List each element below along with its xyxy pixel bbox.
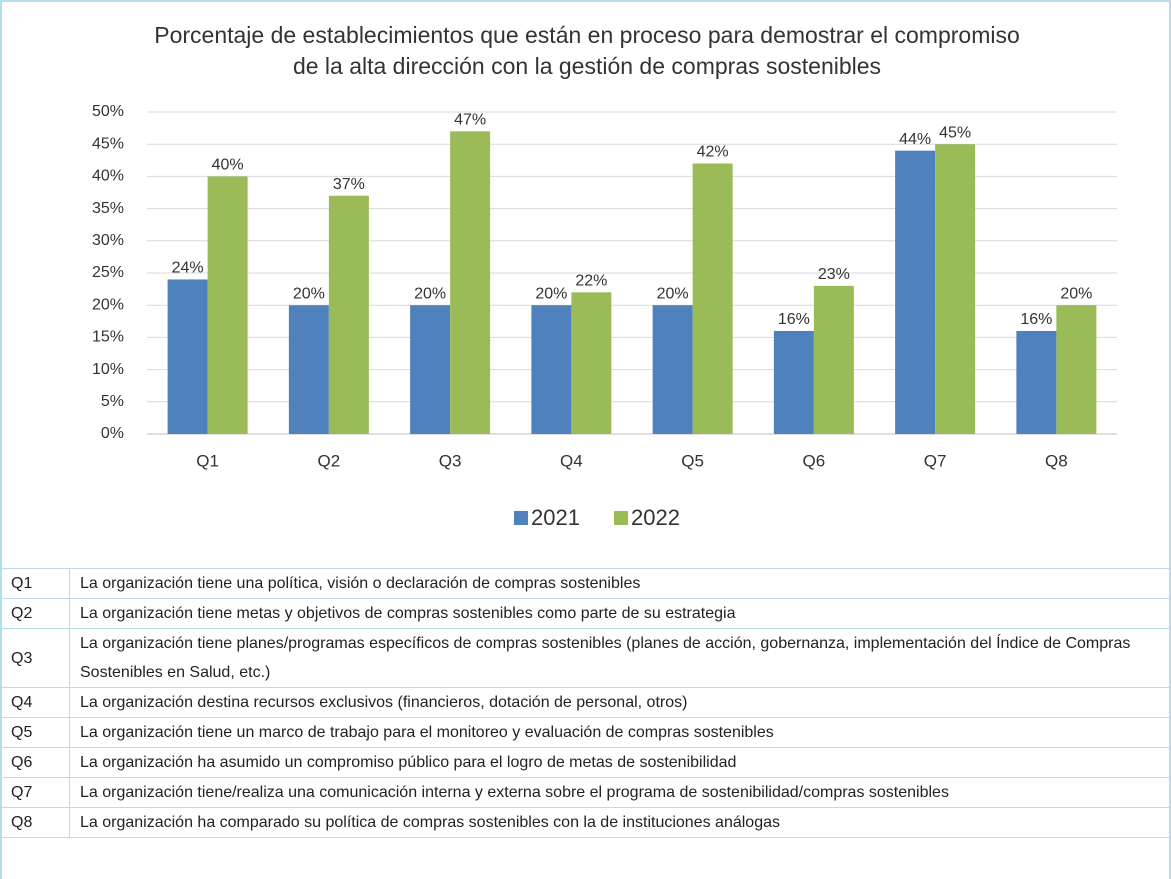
chart-title: Porcentaje de establecimientos que están… bbox=[154, 22, 1020, 79]
bar bbox=[1016, 330, 1057, 434]
chart: 0% 5% 10% 15% 20% 25% 30% 35% 40% 45% 50% Q1 24% 40% Q… bbox=[92, 103, 1117, 530]
x-tick-label: Q7 bbox=[924, 451, 947, 470]
bar bbox=[328, 195, 369, 434]
data-label: 44% bbox=[899, 131, 931, 148]
data-label: 20% bbox=[293, 285, 325, 302]
table-row: Q7 La organización tiene/realiza una comu… bbox=[2, 777, 1169, 808]
bar bbox=[288, 305, 329, 434]
row-text: La organización tiene un marco de trabaj… bbox=[69, 717, 1169, 748]
y-tick-label: 0% bbox=[101, 425, 124, 442]
bar bbox=[207, 176, 248, 434]
data-label: 40% bbox=[212, 157, 244, 174]
bar bbox=[652, 305, 693, 434]
row-key: Q7 bbox=[2, 777, 70, 808]
x-tick-label: Q2 bbox=[318, 451, 341, 470]
row-text: La organización tiene planes/programas e… bbox=[69, 628, 1169, 688]
row-text: La organización tiene una política, visi… bbox=[69, 568, 1169, 599]
x-tick-label: Q1 bbox=[196, 451, 219, 470]
row-key: Q8 bbox=[2, 807, 70, 838]
data-label: 16% bbox=[1020, 311, 1052, 328]
bar bbox=[813, 285, 854, 434]
legend-label: 2021 bbox=[531, 505, 580, 530]
data-label: 23% bbox=[818, 266, 850, 283]
data-label: 20% bbox=[1060, 285, 1092, 302]
row-text: La organización tiene/realiza una comuni… bbox=[69, 777, 1169, 808]
bar bbox=[692, 163, 733, 434]
bar bbox=[167, 279, 208, 434]
table-row: Q1 La organización tiene una política, vi… bbox=[2, 568, 1169, 599]
y-tick-label: 25% bbox=[92, 264, 124, 281]
bar bbox=[773, 330, 814, 434]
row-text: La organización ha comparado su política… bbox=[69, 807, 1169, 838]
data-label: 16% bbox=[778, 311, 810, 328]
y-tick-label: 50% bbox=[92, 103, 124, 120]
y-tick-label: 45% bbox=[92, 135, 124, 152]
data-label: 47% bbox=[454, 112, 486, 129]
data-label: 20% bbox=[414, 285, 446, 302]
data-label: 20% bbox=[535, 285, 567, 302]
bar bbox=[1056, 305, 1097, 434]
y-tick-label: 5% bbox=[101, 393, 124, 410]
table-row: Q5 La organización tiene un marco de trab… bbox=[2, 717, 1169, 748]
bar bbox=[571, 292, 612, 434]
bar bbox=[531, 305, 572, 434]
bar bbox=[895, 150, 936, 434]
x-tick-label: Q4 bbox=[560, 451, 583, 470]
row-key: Q3 bbox=[2, 628, 70, 688]
data-label: 24% bbox=[172, 260, 204, 277]
table-row: Q4 La organización destina recursos exclu… bbox=[2, 687, 1169, 718]
row-key: Q1 bbox=[2, 568, 70, 599]
y-tick-label: 15% bbox=[92, 329, 124, 346]
row-text: La organización tiene metas y objetivos … bbox=[69, 598, 1169, 629]
row-key: Q4 bbox=[2, 687, 70, 718]
table-row: Q2 La organización tiene metas y objetivo… bbox=[2, 598, 1169, 629]
row-text: La organización destina recursos exclusi… bbox=[69, 687, 1169, 718]
legend-label: 2022 bbox=[631, 505, 680, 530]
data-label: 20% bbox=[657, 285, 689, 302]
legend-table: Q1 La organización tiene una política, vi… bbox=[2, 568, 1169, 838]
x-tick-label: Q6 bbox=[803, 451, 826, 470]
x-tick-label: Q5 bbox=[681, 451, 704, 470]
bar bbox=[410, 305, 451, 434]
data-label: 45% bbox=[939, 124, 971, 141]
bar bbox=[935, 144, 976, 434]
y-tick-label: 35% bbox=[92, 200, 124, 217]
data-label: 22% bbox=[575, 273, 607, 290]
legend-swatch bbox=[614, 511, 628, 525]
y-tick-label: 30% bbox=[92, 232, 124, 249]
data-label: 42% bbox=[697, 144, 729, 161]
table-row: Q3 La organización tiene planes/programas… bbox=[2, 628, 1169, 688]
row-key: Q6 bbox=[2, 747, 70, 778]
x-tick-label: Q3 bbox=[439, 451, 462, 470]
row-text: La organización ha asumido un compromiso… bbox=[69, 747, 1169, 778]
row-key: Q5 bbox=[2, 717, 70, 748]
legend-swatch bbox=[514, 511, 528, 525]
y-tick-label: 10% bbox=[92, 361, 124, 378]
data-label: 37% bbox=[333, 176, 365, 193]
table-row: Q8 La organización ha comparado su políti… bbox=[2, 807, 1169, 838]
y-tick-label: 40% bbox=[92, 168, 124, 185]
y-tick-label: 20% bbox=[92, 296, 124, 313]
row-key: Q2 bbox=[2, 598, 70, 629]
bar bbox=[450, 131, 491, 434]
x-tick-label: Q8 bbox=[1045, 451, 1068, 470]
table-row: Q6 La organización ha asumido un compromi… bbox=[2, 747, 1169, 778]
